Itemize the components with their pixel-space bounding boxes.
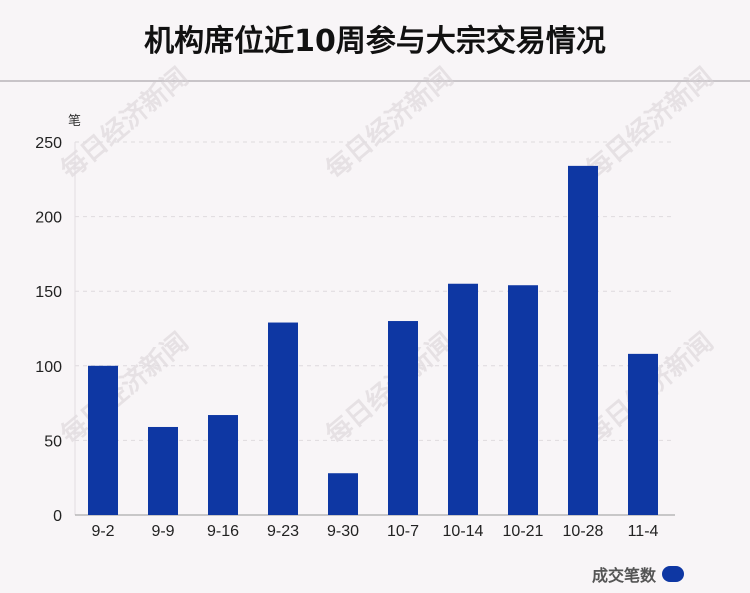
chart-title: 机构席位近10周参与大宗交易情况: [144, 24, 606, 59]
y-tick-label: 0: [53, 508, 62, 525]
legend: 成交笔数: [592, 562, 684, 586]
bar: [628, 353, 658, 515]
title-divider: [0, 80, 750, 82]
x-tick-label: 9-16: [207, 523, 239, 540]
y-unit-label: 笔: [68, 113, 81, 129]
bar: [148, 426, 178, 515]
watermark: 每日经济新闻: [580, 61, 719, 185]
legend-swatch: [662, 566, 684, 582]
x-tick-label: 9-2: [91, 523, 114, 540]
y-tick-label: 100: [35, 359, 62, 376]
bar: [88, 365, 118, 515]
bar: [388, 321, 418, 515]
y-tick-label: 200: [35, 210, 62, 227]
legend-label: 成交笔数: [591, 566, 656, 585]
x-tick-label: 10-7: [387, 523, 419, 540]
x-tick-label: 10-14: [443, 523, 484, 540]
bar: [448, 283, 478, 515]
y-tick-label: 250: [35, 135, 62, 152]
bar: [568, 165, 598, 515]
x-tick-label: 11-4: [628, 523, 659, 540]
x-tick-label: 9-23: [267, 523, 299, 540]
bar: [508, 285, 538, 515]
x-tick-label: 9-9: [151, 523, 174, 540]
x-tick-label: 10-28: [563, 523, 604, 540]
y-tick-label: 150: [35, 284, 62, 301]
bar: [268, 322, 298, 515]
y-tick-label: 50: [44, 433, 62, 450]
watermark: 每日经济新闻: [320, 61, 459, 185]
bar: [208, 415, 238, 515]
x-tick-label: 10-21: [503, 523, 544, 540]
bar: [328, 473, 358, 515]
x-tick-label: 9-30: [327, 523, 359, 540]
